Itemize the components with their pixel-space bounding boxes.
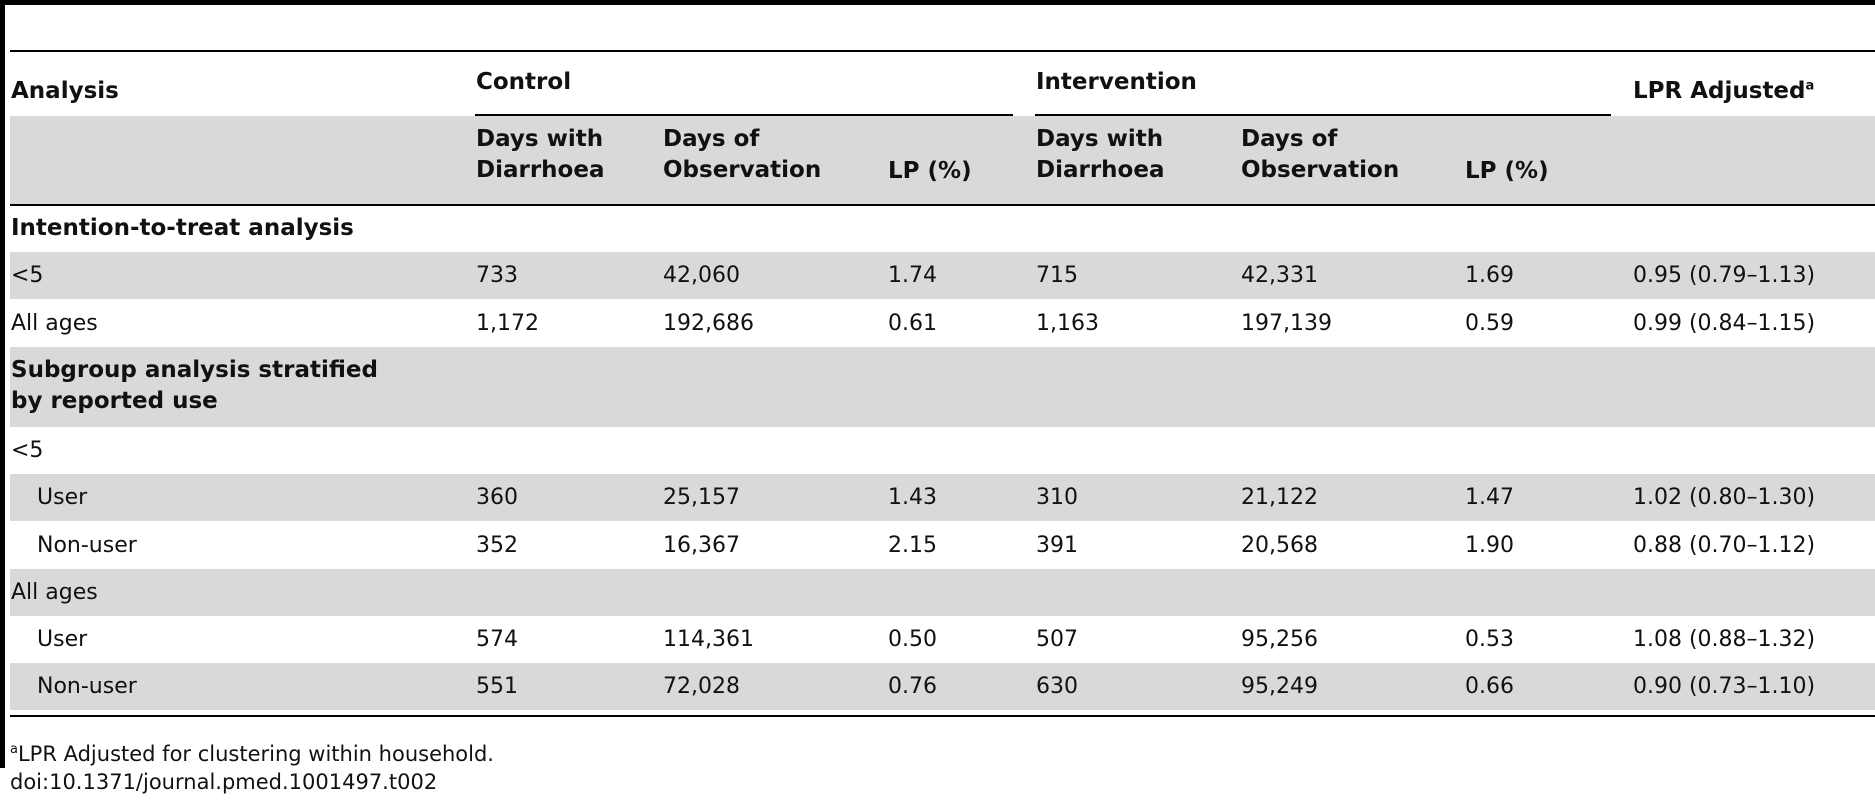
subheader-intervention-lp: LP (%)	[1465, 158, 1549, 184]
subheader-control-lp: LP (%)	[888, 158, 972, 184]
subheader-control-days-of: Days of Observation	[663, 126, 822, 183]
cell-intervention-days-of: 21,122	[1241, 485, 1318, 510]
top-rule	[0, 0, 1875, 5]
cell-control-days-with: 360	[476, 485, 518, 510]
cell-intervention-lp: 0.59	[1465, 311, 1514, 336]
header-top-rule	[10, 50, 1875, 52]
subheader-intervention-days-of: Days of Observation	[1241, 126, 1400, 183]
cell-control-days-with: 1,172	[476, 311, 539, 336]
row-band	[10, 474, 1875, 521]
col-header-lpr: LPR Adjusteda	[1633, 78, 1815, 104]
cell-control-days-with: 352	[476, 533, 518, 558]
cell-intervention-days-of: 197,139	[1241, 311, 1332, 336]
row-group-label: <5	[11, 438, 44, 463]
cell-lpr: 0.88 (0.70–1.12)	[1633, 533, 1816, 558]
cell-intervention-days-with: 1,163	[1036, 311, 1099, 336]
row-band	[10, 569, 1875, 616]
section-itt: Intention-to-treat analysis	[11, 215, 354, 241]
cell-intervention-days-with: 391	[1036, 533, 1078, 558]
cell-control-lp: 0.50	[888, 627, 937, 652]
col-header-control: Control	[476, 69, 572, 95]
footnote: aLPR Adjusted for clustering within hous…	[10, 742, 494, 766]
cell-intervention-lp: 1.47	[1465, 485, 1514, 510]
cell-intervention-days-of: 95,256	[1241, 627, 1318, 652]
cell-control-lp: 2.15	[888, 533, 937, 558]
cell-control-days-with: 551	[476, 674, 518, 699]
subheader-intervention-days-with: Days with Diarrhoea	[1036, 126, 1165, 183]
cell-control-days-of: 72,028	[663, 674, 740, 699]
left-border	[0, 0, 5, 768]
col-header-analysis: Analysis	[11, 78, 119, 104]
cell-lpr: 0.90 (0.73–1.10)	[1633, 674, 1816, 699]
subheader-control-days-with: Days with Diarrhoea	[476, 126, 605, 183]
cell-intervention-lp: 0.53	[1465, 627, 1514, 652]
cell-intervention-days-with: 310	[1036, 485, 1078, 510]
cell-intervention-lp: 0.66	[1465, 674, 1514, 699]
cell-control-lp: 0.76	[888, 674, 937, 699]
cell-control-days-of: 16,367	[663, 533, 740, 558]
cell-intervention-days-of: 95,249	[1241, 674, 1318, 699]
cell-intervention-days-with: 715	[1036, 263, 1078, 288]
cell-intervention-lp: 1.90	[1465, 533, 1514, 558]
cell-control-lp: 1.43	[888, 485, 937, 510]
cell-control-days-with: 574	[476, 627, 518, 652]
cell-control-days-of: 192,686	[663, 311, 754, 336]
row-band	[10, 347, 1875, 427]
cell-control-days-of: 114,361	[663, 627, 754, 652]
intervention-group-rule	[1035, 114, 1611, 116]
cell-control-lp: 1.74	[888, 263, 937, 288]
row-label: <5	[11, 263, 44, 288]
cell-intervention-days-with: 630	[1036, 674, 1078, 699]
row-band	[10, 252, 1875, 299]
col-header-intervention: Intervention	[1036, 69, 1197, 95]
header-bottom-rule	[10, 204, 1875, 206]
row-label: User	[37, 627, 88, 652]
cell-intervention-lp: 1.69	[1465, 263, 1514, 288]
control-group-rule	[475, 114, 1013, 116]
doi-text: doi:10.1371/journal.pmed.1001497.t002	[10, 770, 438, 794]
cell-control-lp: 0.61	[888, 311, 937, 336]
row-group-label: All ages	[11, 580, 98, 605]
cell-intervention-days-with: 507	[1036, 627, 1078, 652]
subheader-band	[10, 116, 1875, 204]
cell-lpr: 1.08 (0.88–1.32)	[1633, 627, 1816, 652]
row-label: All ages	[11, 311, 98, 336]
row-label: Non-user	[37, 533, 137, 558]
cell-lpr: 1.02 (0.80–1.30)	[1633, 485, 1816, 510]
cell-lpr: 0.95 (0.79–1.13)	[1633, 263, 1816, 288]
table-bottom-rule	[10, 715, 1875, 717]
cell-control-days-of: 25,157	[663, 485, 740, 510]
cell-control-days-with: 733	[476, 263, 518, 288]
row-band	[10, 663, 1875, 710]
section-subgroup: Subgroup analysis stratified by reported …	[11, 357, 378, 414]
cell-intervention-days-of: 42,331	[1241, 263, 1318, 288]
cell-lpr: 0.99 (0.84–1.15)	[1633, 311, 1816, 336]
row-label: User	[37, 485, 88, 510]
row-label: Non-user	[37, 674, 137, 699]
cell-control-days-of: 42,060	[663, 263, 740, 288]
cell-intervention-days-of: 20,568	[1241, 533, 1318, 558]
